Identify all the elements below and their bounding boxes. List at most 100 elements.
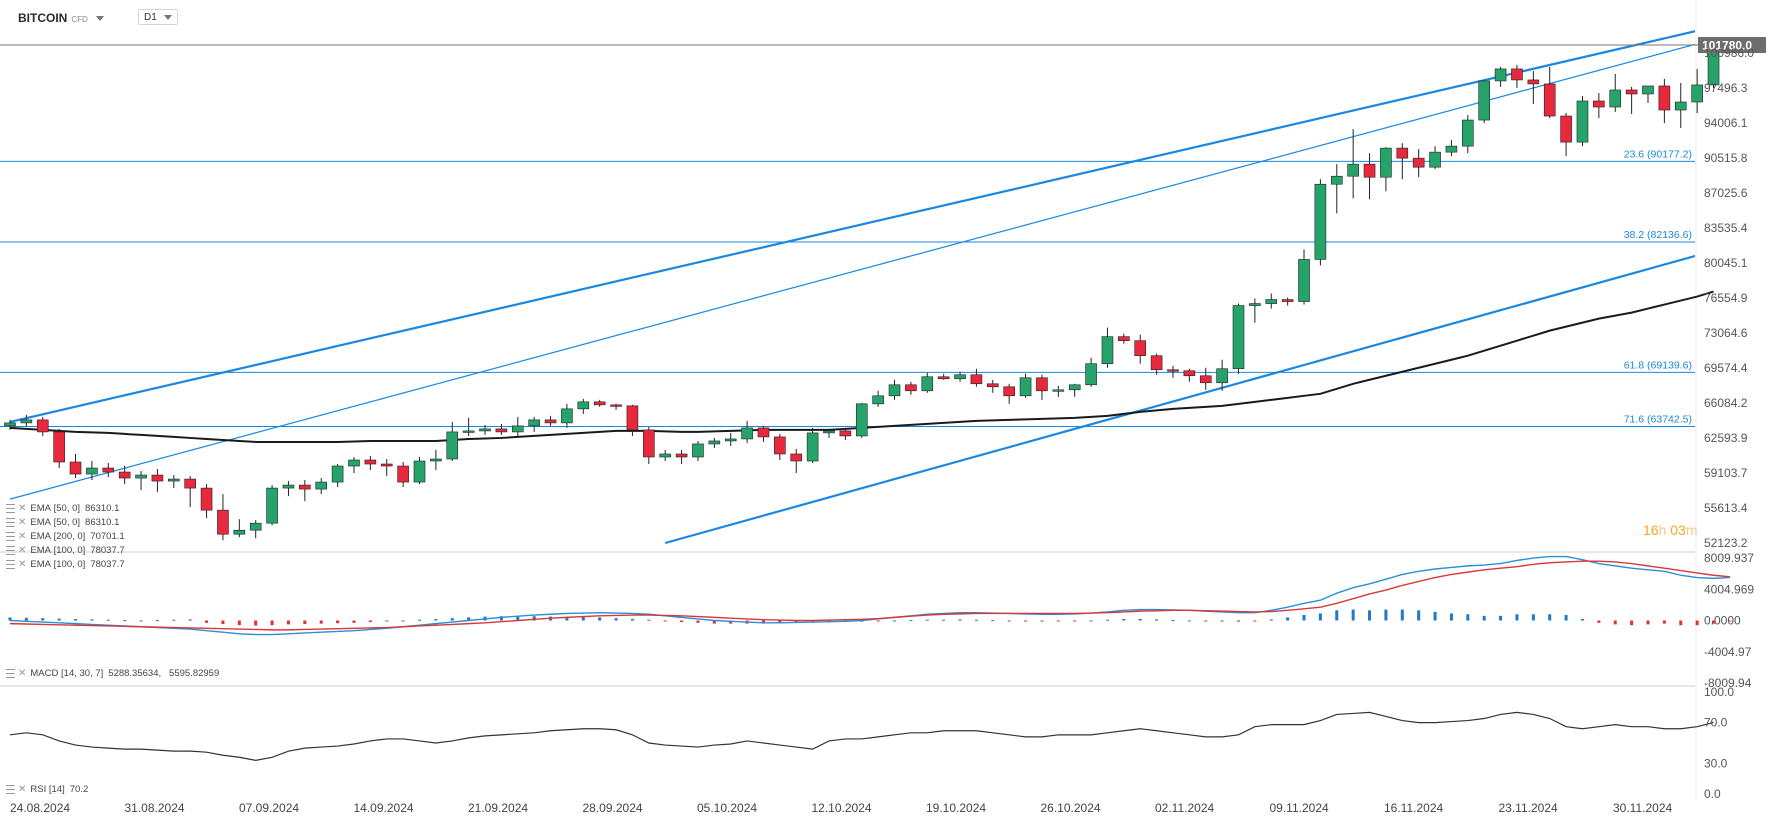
- date-tick-label: 19.10.2024: [926, 801, 986, 815]
- macd-histogram-bar: [1237, 620, 1240, 622]
- fib-level-label: 23.6 (90177.2): [1624, 148, 1692, 160]
- date-tick-label: 24.08.2024: [10, 801, 70, 815]
- ema-params: [50, 0]: [53, 517, 81, 528]
- macd-histogram-bar: [630, 618, 634, 621]
- date-tick-label: 07.09.2024: [239, 801, 299, 815]
- candle: [806, 427, 819, 464]
- price-tick-label: 55613.4: [1704, 501, 1748, 515]
- date-tick-label: 21.09.2024: [468, 801, 528, 815]
- candle: [1691, 68, 1703, 114]
- macd-histogram-bar: [401, 620, 405, 622]
- candle-body: [1380, 147, 1392, 178]
- candle: [1068, 383, 1081, 397]
- macd-histogram-bar: [1302, 615, 1306, 621]
- candle-body: [1478, 80, 1490, 121]
- close-icon[interactable]: ✕: [18, 784, 27, 795]
- close-icon[interactable]: ✕: [18, 668, 27, 679]
- macd-histogram-bar: [336, 620, 340, 624]
- candle: [69, 453, 82, 479]
- macd-histogram-bar: [598, 617, 602, 621]
- menu-icon[interactable]: [6, 560, 15, 569]
- macd-histogram-bar: [1335, 610, 1339, 621]
- symbol-selector[interactable]: BITCOIN CFD: [18, 8, 104, 28]
- candle: [1445, 140, 1458, 157]
- candle-body: [1691, 84, 1703, 103]
- macd-tick-label: 0.0000: [1704, 614, 1741, 628]
- timer-hours: 16: [1643, 522, 1659, 538]
- rsi-panel[interactable]: 100.0 70.0 30.0 0.0: [9, 685, 1734, 801]
- macd-histogram-bar: [761, 620, 765, 624]
- ema-value: 86310.1: [85, 517, 120, 528]
- macd-panel[interactable]: 8009.937 4004.969 0.0000 -4004.97 -8009.94: [8, 551, 1755, 690]
- macd-histogram-bar: [1433, 611, 1437, 621]
- candle: [659, 449, 672, 462]
- chevron-down-icon[interactable]: [95, 15, 104, 21]
- menu-icon[interactable]: [6, 546, 15, 555]
- fibonacci-levels: 23.6 (90177.2) 38.2 (82136.6) 61.8 (69139.…: [0, 0, 1697, 800]
- close-icon[interactable]: ✕: [18, 545, 27, 556]
- macd-histogram-bar: [893, 620, 897, 622]
- macd-histogram-bar: [1286, 617, 1290, 621]
- candle: [315, 478, 328, 495]
- date-tick-label: 05.10.2024: [697, 801, 757, 815]
- candle-body: [1494, 68, 1507, 82]
- date-tick-label: 28.09.2024: [583, 801, 643, 815]
- date-tick-label: 23.11.2024: [1499, 801, 1558, 815]
- candle: [1363, 153, 1376, 200]
- macd-histogram-bar: [221, 620, 225, 625]
- macd-histogram-bar: [1040, 620, 1044, 622]
- macd-histogram-bar: [155, 620, 159, 622]
- candle: [364, 455, 377, 471]
- menu-icon[interactable]: [6, 532, 15, 541]
- ema-params: [200, 0]: [53, 531, 86, 542]
- candle-body: [937, 376, 950, 380]
- candle-countdown: 16h 03m: [1643, 522, 1698, 538]
- candle-body: [299, 484, 311, 490]
- last-price: 101780.0: [0, 37, 1766, 53]
- price-tick-label: 83535.4: [1704, 221, 1748, 235]
- candle: [1412, 149, 1425, 178]
- candle: [774, 433, 786, 460]
- candle-body: [643, 429, 655, 458]
- ema-legend-row: ✕ EMA [200, 0] 70701.1: [6, 530, 125, 543]
- candle-body: [1609, 89, 1622, 108]
- candle-body: [741, 427, 753, 440]
- timeframe-dropdown[interactable]: D1: [138, 9, 178, 25]
- candle-body: [823, 430, 835, 434]
- chevron-down-icon[interactable]: [164, 14, 172, 20]
- price-panel[interactable]: 23.6 (90177.2) 38.2 (82136.6) 61.8 (69139.…: [0, 0, 1766, 800]
- menu-icon[interactable]: [6, 504, 15, 513]
- close-icon[interactable]: ✕: [18, 503, 27, 514]
- macd-histogram-bar: [1253, 620, 1257, 622]
- candle: [413, 456, 426, 485]
- macd-histogram-bar: [286, 620, 290, 625]
- close-icon[interactable]: ✕: [18, 531, 27, 542]
- close-icon[interactable]: ✕: [18, 517, 27, 528]
- menu-icon[interactable]: [6, 518, 15, 527]
- macd-histogram-bar: [680, 620, 684, 623]
- candle: [1052, 385, 1065, 397]
- candle: [282, 481, 295, 497]
- menu-icon[interactable]: [6, 785, 15, 794]
- macd-histogram-bar: [1384, 609, 1388, 621]
- close-icon[interactable]: ✕: [18, 559, 27, 570]
- candle: [1199, 367, 1212, 390]
- candle: [1478, 80, 1490, 124]
- trendlines[interactable]: [9, 30, 1697, 545]
- macd-histogram-bar: [958, 619, 962, 621]
- candle: [1380, 147, 1392, 192]
- menu-icon[interactable]: [6, 669, 15, 678]
- candle-body: [184, 478, 196, 489]
- ema-params: [100, 0]: [53, 559, 86, 570]
- ema-label: EMA: [30, 545, 51, 556]
- macd-histogram-bar: [876, 620, 880, 622]
- candle-body: [692, 443, 704, 458]
- ema-legend-row: ✕ EMA [50, 0] 86310.1: [6, 516, 119, 529]
- candle-body: [921, 376, 934, 392]
- macd-histogram-bar: [1564, 615, 1568, 621]
- candle-body: [1265, 299, 1278, 304]
- price-tick-label: 100986.0: [1704, 46, 1754, 60]
- candle: [1609, 73, 1622, 113]
- candle: [462, 417, 475, 436]
